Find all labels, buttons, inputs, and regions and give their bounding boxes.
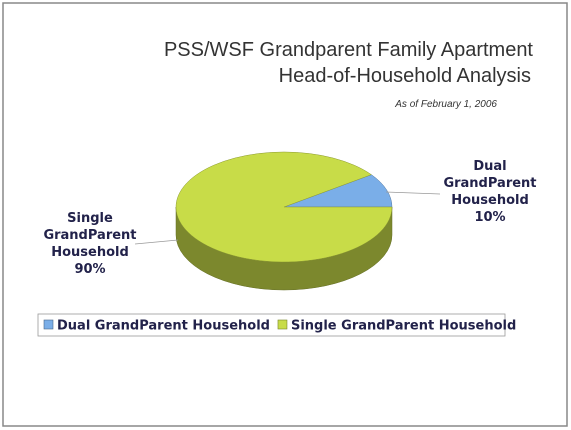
legend-box [37,313,506,337]
data-label-name: Dual GrandParent Household [443,159,537,208]
leader-line [385,191,441,195]
legend-swatch [277,319,288,330]
chart-title: Head-of-Household Analysis [279,65,531,87]
chart-subtitle: As of February 1, 2006 [394,99,497,110]
data-label: Single GrandParent Household 90% [30,210,150,278]
data-label-value: 10% [474,210,506,225]
data-label-value: 90% [74,262,106,277]
pie-tops [175,151,393,263]
legend-text: Single GrandParent Household [291,319,516,334]
chart-title: PSS/WSF Grandparent Family Apartment [164,39,533,61]
data-label-name: Single GrandParent Household [43,211,137,260]
legend-swatch [43,319,54,330]
legend-text: Dual GrandParent Household [57,319,270,334]
pie-slice [175,151,393,263]
data-label: Dual GrandParent Household 10% [430,158,550,226]
leader-line [134,239,179,245]
legend: Dual GrandParent Household Single GrandPa… [37,313,516,337]
